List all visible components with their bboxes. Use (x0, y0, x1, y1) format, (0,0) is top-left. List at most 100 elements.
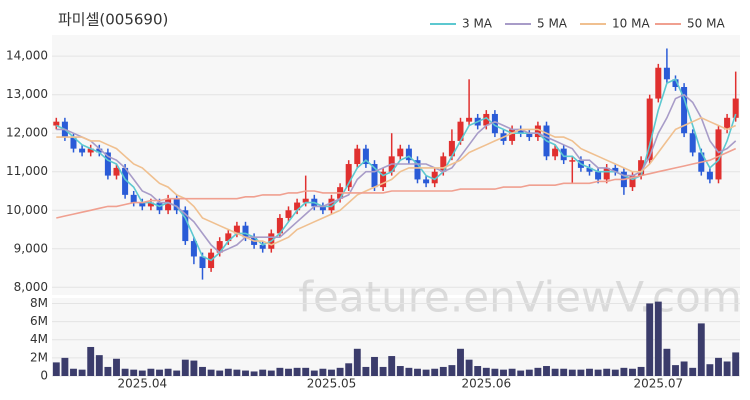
candle-body (612, 167, 619, 172)
volume-bar (52, 362, 60, 376)
volume-bar (577, 369, 585, 376)
candle-body (276, 217, 283, 234)
y-tick-label: 14,000 (6, 49, 48, 63)
volume-bar (87, 346, 95, 376)
candle-body (182, 210, 189, 242)
candle-body (586, 167, 593, 172)
candle-body (96, 148, 103, 153)
volume-bar (482, 367, 490, 376)
volume-bar (199, 366, 206, 376)
candle-body (457, 121, 464, 141)
x-tick-label: 2025.06 (461, 377, 511, 391)
candle-body (448, 140, 455, 157)
y-tick-label: 2M (30, 350, 48, 364)
candle-body (294, 202, 301, 211)
candle-body (173, 198, 180, 211)
volume-bar (362, 366, 370, 376)
legend: 3 MA 5 MA 10 MA 50 MA (430, 17, 725, 31)
candle-body (87, 148, 94, 153)
volume-bar (345, 363, 353, 376)
volume-bar (104, 366, 112, 376)
volume-bar (95, 355, 103, 376)
volume-panel (52, 298, 740, 376)
candle-body (405, 148, 412, 161)
y-tick-label: 0 (40, 369, 48, 383)
volume-bar (637, 366, 645, 376)
legend-label: 3 MA (462, 17, 493, 31)
candle-body (53, 121, 60, 126)
candle-body (509, 129, 516, 141)
legend-label: 10 MA (612, 17, 650, 31)
volume-bar (156, 369, 163, 376)
volume-bar (697, 323, 705, 376)
candle-body (552, 148, 559, 157)
volume-bar (491, 368, 499, 376)
candle-body (380, 171, 387, 188)
volume-bar (147, 368, 155, 376)
volume-bar (448, 365, 456, 376)
candle-body (130, 194, 137, 203)
candle-body (414, 160, 421, 180)
volume-bar (551, 368, 559, 376)
candle-body (362, 148, 369, 165)
volume-bar (620, 367, 628, 376)
volume-bar (723, 361, 731, 376)
candle-body (638, 160, 645, 176)
candle-body (681, 87, 688, 134)
volume-bar (672, 365, 679, 376)
candle-body (371, 164, 378, 188)
candle-body (113, 167, 120, 176)
y-tick-label: 11,000 (6, 164, 48, 178)
candle-body (122, 167, 129, 195)
volume-bar (629, 368, 636, 376)
candle-body (397, 148, 404, 157)
volume-bar (603, 368, 611, 376)
volume-bar (646, 303, 654, 376)
candle-body (345, 164, 352, 188)
volume-bar (379, 366, 387, 376)
candle-body (302, 198, 309, 203)
candle-body (199, 256, 206, 269)
candle-body (689, 133, 696, 153)
volume-bar (78, 369, 86, 376)
volume-bar (422, 369, 430, 376)
volume-bar (457, 348, 464, 376)
volume-bar (663, 348, 671, 376)
volume-bar (250, 371, 258, 376)
volume-bar (138, 370, 146, 376)
volume-bar (706, 364, 714, 376)
volume-bar (113, 358, 120, 376)
ma-line (56, 93, 737, 254)
volume-bar (534, 367, 542, 376)
volume-bar (680, 361, 688, 376)
volume-bar (560, 368, 568, 376)
volume-bar (353, 348, 361, 376)
candle-body (139, 202, 146, 207)
candle-body (354, 148, 361, 165)
candle-body (165, 198, 172, 211)
volume-bar (267, 370, 275, 376)
volume-bar (173, 370, 181, 376)
volume-bar (276, 367, 284, 376)
volume-bar (328, 369, 335, 376)
volume-bar (233, 369, 241, 376)
candle-body (440, 156, 447, 172)
volume-bar (500, 369, 507, 376)
candle-body (423, 179, 430, 184)
y-tick-label: 8,000 (14, 280, 48, 294)
volume-bar (302, 367, 310, 376)
volume-bar (732, 352, 740, 376)
candle-body (147, 202, 154, 207)
candle-body (569, 160, 576, 162)
candle-body (328, 198, 335, 211)
x-tick-label: 2025.05 (307, 377, 357, 391)
candle-body (629, 175, 636, 188)
volume-bar (181, 359, 189, 376)
volume-bar (319, 368, 327, 376)
volume-bar (517, 370, 525, 376)
y-tick-label: 4M (30, 332, 48, 346)
ma-line (56, 116, 737, 246)
x-tick-label: 2025.07 (633, 377, 683, 391)
candle-body (526, 133, 533, 138)
